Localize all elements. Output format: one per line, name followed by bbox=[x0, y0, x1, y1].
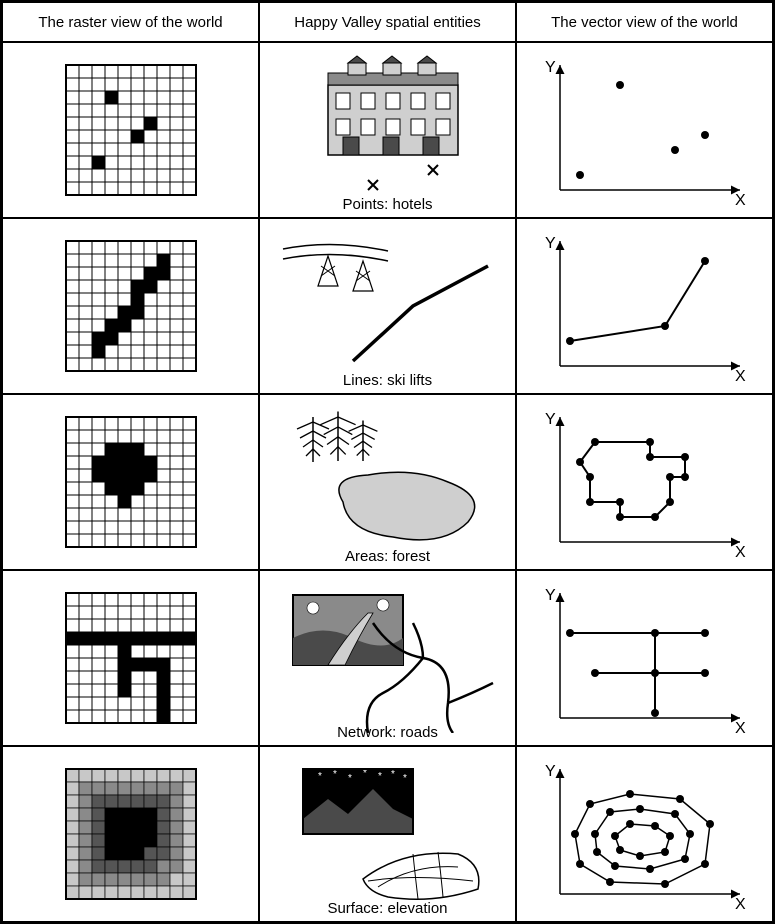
vector-network: XY bbox=[516, 570, 773, 746]
entity-lines: Lines: ski lifts bbox=[259, 218, 516, 394]
forest-icon bbox=[273, 407, 503, 557]
raster-network-svg bbox=[56, 583, 206, 733]
raster-network bbox=[2, 570, 259, 746]
raster-lines bbox=[2, 218, 259, 394]
svg-text:X: X bbox=[735, 192, 746, 209]
raster-surface bbox=[2, 746, 259, 922]
entity-areas: Areas: forest bbox=[259, 394, 516, 570]
svg-text:*: * bbox=[348, 773, 352, 784]
caption-surface: Surface: elevation bbox=[260, 900, 515, 917]
raster-lines-svg bbox=[56, 231, 206, 381]
header-label: The vector view of the world bbox=[551, 14, 738, 31]
vector-points: XY bbox=[516, 42, 773, 218]
caption-areas: Areas: forest bbox=[260, 548, 515, 565]
roads-icon bbox=[273, 583, 503, 733]
raster-surface-svg bbox=[56, 759, 206, 909]
entity-network: Network: roads bbox=[259, 570, 516, 746]
svg-text:*: * bbox=[378, 771, 382, 782]
vector-lines: XY bbox=[516, 218, 773, 394]
svg-text:X: X bbox=[735, 544, 746, 561]
svg-text:*: * bbox=[333, 769, 337, 780]
vector-areas: XY bbox=[516, 394, 773, 570]
header-entities: Happy Valley spatial entities bbox=[259, 2, 516, 42]
vector-network-svg: XY bbox=[535, 578, 755, 738]
svg-text:Y: Y bbox=[545, 763, 556, 780]
raster-points-svg bbox=[56, 55, 206, 205]
caption-lines: Lines: ski lifts bbox=[260, 372, 515, 389]
svg-text:Y: Y bbox=[545, 587, 556, 604]
caption-network: Network: roads bbox=[260, 724, 515, 741]
raster-areas-svg bbox=[56, 407, 206, 557]
vector-points-svg: XY bbox=[535, 50, 755, 210]
entity-surface: ******* Surface: elevation bbox=[259, 746, 516, 922]
elevation-icon: ******* bbox=[273, 759, 503, 909]
vector-surface-svg: XY bbox=[535, 754, 755, 914]
svg-text:Y: Y bbox=[545, 59, 556, 76]
ski-lifts-icon bbox=[273, 231, 503, 381]
vector-surface: XY bbox=[516, 746, 773, 922]
svg-text:Y: Y bbox=[545, 235, 556, 252]
header-label: The raster view of the world bbox=[38, 14, 222, 31]
raster-points bbox=[2, 42, 259, 218]
header-vector: The vector view of the world bbox=[516, 2, 773, 42]
svg-text:*: * bbox=[403, 773, 407, 784]
svg-text:X: X bbox=[735, 720, 746, 737]
entity-points: Points: hotels bbox=[259, 42, 516, 218]
hotels-icon bbox=[273, 55, 503, 205]
svg-text:*: * bbox=[391, 769, 395, 780]
svg-text:X: X bbox=[735, 368, 746, 385]
svg-text:Y: Y bbox=[545, 411, 556, 428]
caption-points: Points: hotels bbox=[260, 196, 515, 213]
comparison-table: The raster view of the world Happy Valle… bbox=[0, 0, 775, 924]
svg-text:X: X bbox=[735, 896, 746, 913]
header-label: Happy Valley spatial entities bbox=[294, 14, 481, 31]
vector-areas-svg: XY bbox=[535, 402, 755, 562]
header-raster: The raster view of the world bbox=[2, 2, 259, 42]
svg-text:*: * bbox=[318, 771, 322, 782]
vector-lines-svg: XY bbox=[535, 226, 755, 386]
raster-areas bbox=[2, 394, 259, 570]
